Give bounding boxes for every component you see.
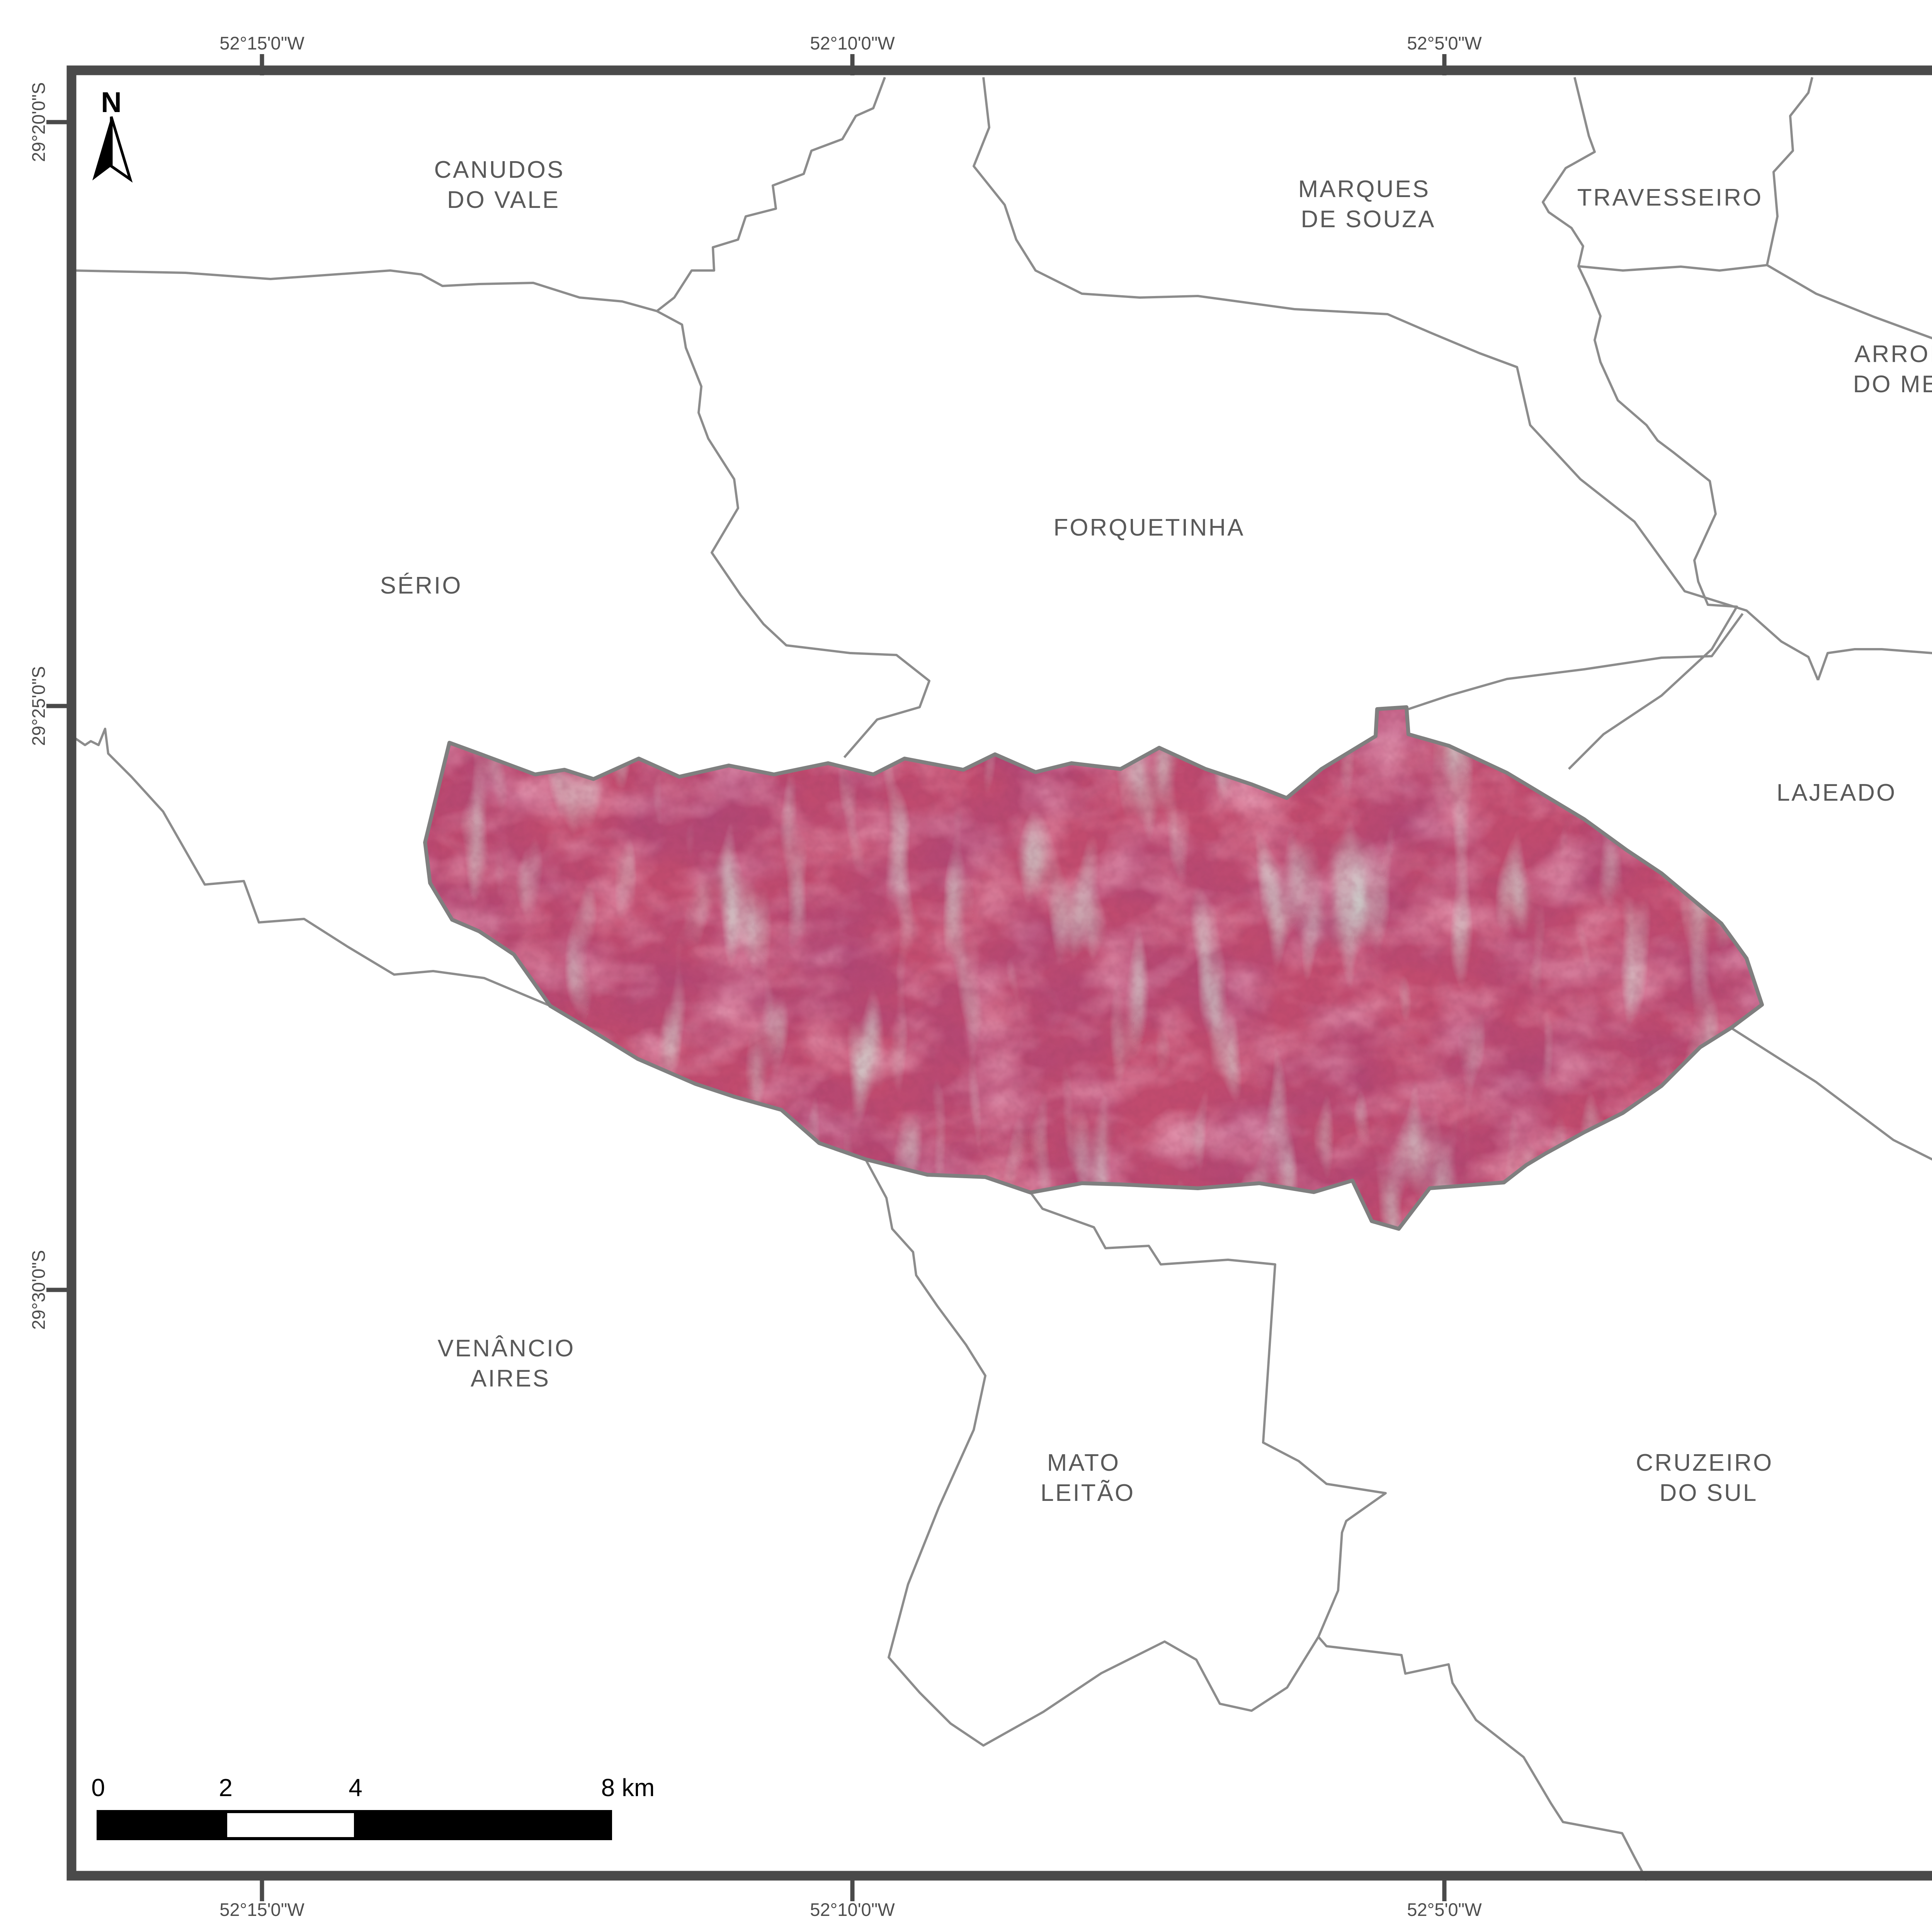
label-mato-leitao: MATO LEITÃO <box>1041 1449 1135 1506</box>
scale-bar: 0 2 4 8 km <box>91 1774 655 1840</box>
boundary-line <box>1817 648 1932 681</box>
label-venancio-aires: VENÂNCIO AIRES <box>437 1335 583 1392</box>
boundary-line <box>973 77 1819 681</box>
lon-label: 52°5'0"W <box>1407 1899 1482 1919</box>
scale-tick-label: 8 km <box>601 1774 655 1802</box>
boundary-line <box>656 310 930 758</box>
label-cruzeiro-do-sul: CRUZEIRO DO SUL <box>1636 1449 1781 1506</box>
lat-label: 29°25'0"S <box>28 666 49 746</box>
label-forquetinha: FORQUETINHA <box>1053 514 1245 541</box>
north-arrow-icon: N <box>92 86 133 183</box>
lon-label: 52°10'0"W <box>810 33 895 53</box>
boundary-line <box>1542 77 1738 770</box>
label-arroio-do-meio: ARROIO DO MEIO <box>1853 341 1932 398</box>
label-canudos-do-vale: CANUDOS DO VALE <box>434 157 573 213</box>
lat-label: 29°20'0"S <box>28 82 49 162</box>
boundary-line <box>1029 1192 1648 1881</box>
boundary-line <box>1408 613 1744 710</box>
lon-label: 52°15'0"W <box>219 1899 304 1919</box>
svg-text:N: N <box>101 86 121 118</box>
boundary-line <box>1766 77 1813 265</box>
boundary-line <box>1578 264 1767 272</box>
limite-municipal-outline <box>423 705 1764 1231</box>
rapideye-mosaic <box>423 705 1764 1231</box>
boundary-line <box>72 269 657 312</box>
map-frame <box>66 65 1932 1881</box>
scale-tick-label: 2 <box>219 1774 233 1802</box>
municipality-labels: CANUDOS DO VALE MARQUES DE SOUZA TRAVESS… <box>380 157 1932 1506</box>
lon-label: 52°10'0"W <box>810 1899 895 1919</box>
boundary-line <box>656 77 886 312</box>
label-lajeado: LAJEADO <box>1777 779 1897 806</box>
lon-label: 52°15'0"W <box>219 33 304 53</box>
boundary-line <box>72 728 551 1007</box>
boundary-line <box>1730 1027 1932 1161</box>
lat-label: 29°30'0"S <box>28 1250 49 1330</box>
graticule-ticks <box>46 54 1447 1901</box>
coordinate-labels: 52°15'0"W 52°10'0"W 52°5'0"W 52°0'0"W 52… <box>28 33 1482 1919</box>
label-marques-de-souza: MARQUES DE SOUZA <box>1298 176 1439 233</box>
municipal-boundaries <box>72 77 1932 1881</box>
scale-tick-label: 4 <box>349 1774 362 1802</box>
label-serio: SÉRIO <box>380 572 463 599</box>
label-travesseiro: TRAVESSEIRO <box>1577 184 1763 211</box>
boundary-line <box>864 1159 1320 1747</box>
scale-tick-label: 0 <box>91 1774 105 1802</box>
lon-label: 52°5'0"W <box>1407 33 1482 53</box>
boundary-line <box>1766 264 1932 340</box>
